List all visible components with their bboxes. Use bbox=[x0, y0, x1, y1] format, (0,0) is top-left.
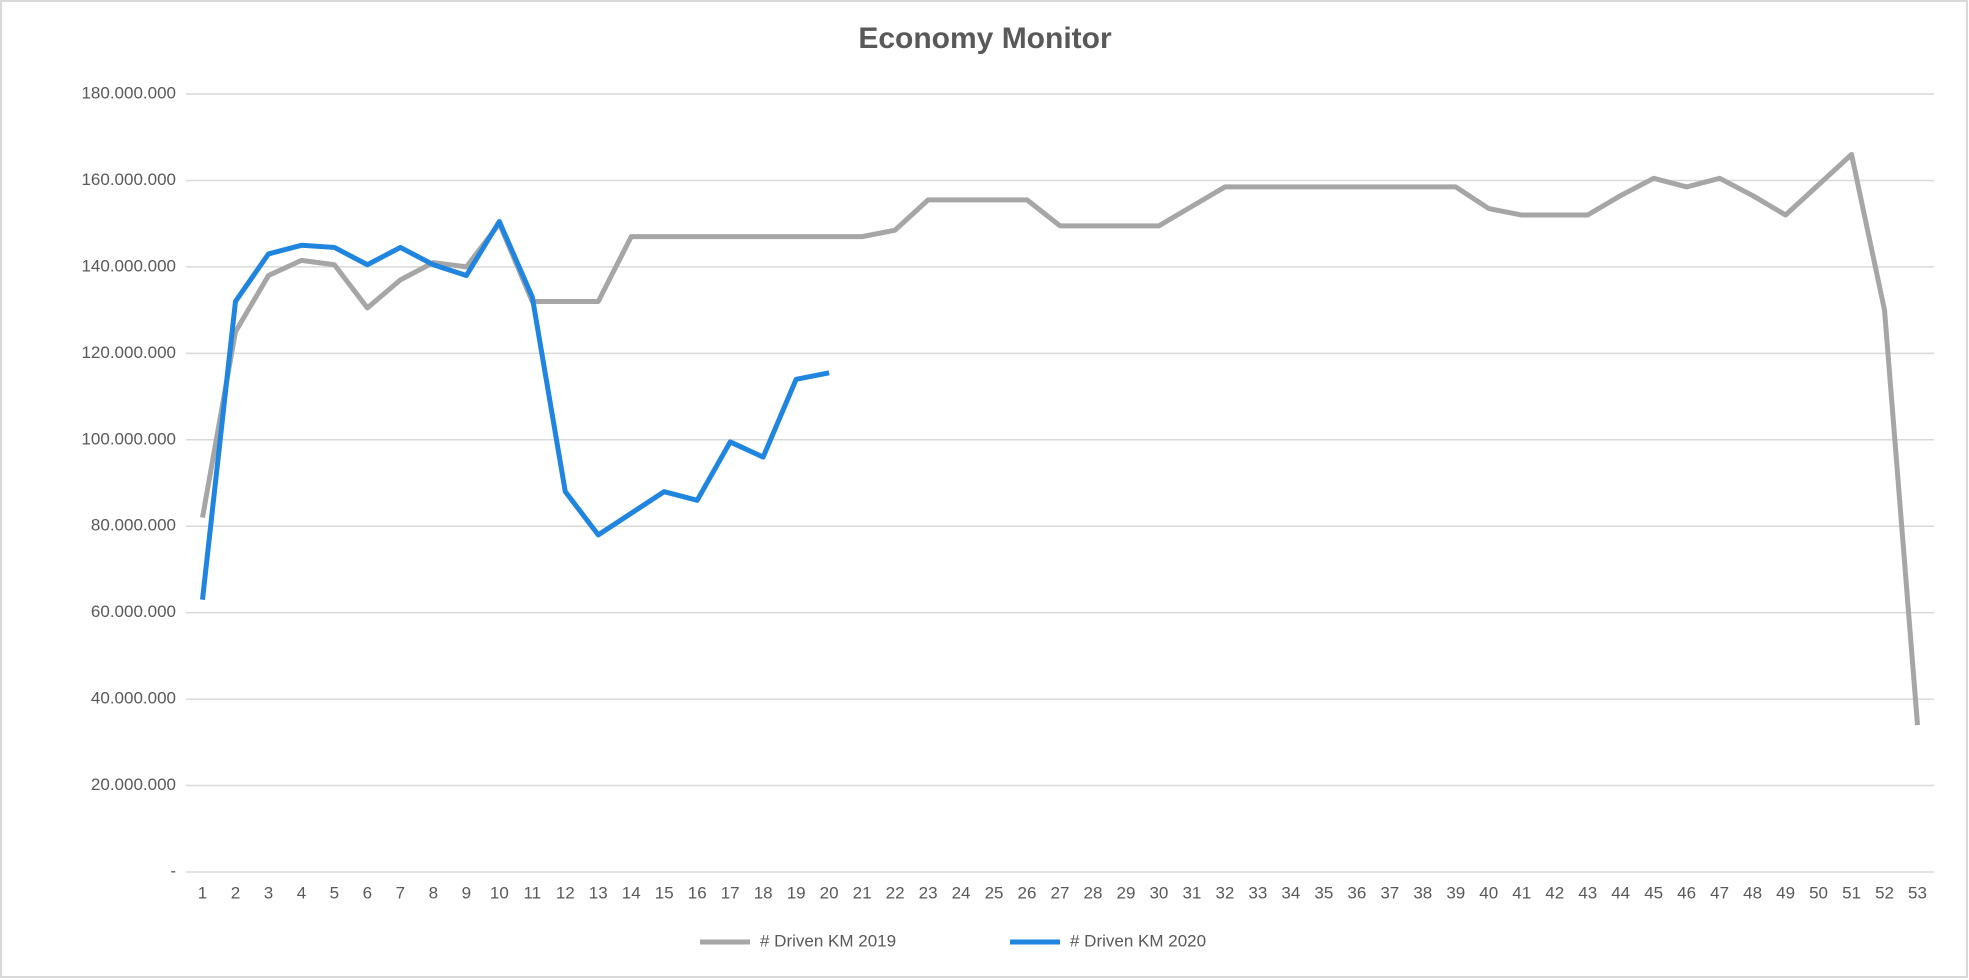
y-tick-label: 40.000.000 bbox=[91, 689, 176, 708]
x-tick-label: 20 bbox=[820, 883, 839, 902]
x-tick-label: 43 bbox=[1578, 883, 1597, 902]
x-tick-label: 32 bbox=[1215, 883, 1234, 902]
x-tick-label: 40 bbox=[1479, 883, 1498, 902]
y-tick-label: 20.000.000 bbox=[91, 775, 176, 794]
x-tick-label: 23 bbox=[919, 883, 938, 902]
x-tick-label: 37 bbox=[1380, 883, 1399, 902]
legend-label: # Driven KM 2019 bbox=[760, 931, 896, 950]
x-tick-label: 28 bbox=[1084, 883, 1103, 902]
x-tick-label: 53 bbox=[1908, 883, 1927, 902]
y-tick-label: 180.000.000 bbox=[81, 83, 176, 102]
y-tick-label: 80.000.000 bbox=[91, 516, 176, 535]
x-tick-label: 13 bbox=[589, 883, 608, 902]
x-tick-label: 42 bbox=[1545, 883, 1564, 902]
chart-title: Economy Monitor bbox=[858, 22, 1112, 55]
x-tick-label: 44 bbox=[1611, 883, 1630, 902]
x-tick-label: 36 bbox=[1347, 883, 1366, 902]
x-tick-label: 26 bbox=[1018, 883, 1037, 902]
x-tick-label: 50 bbox=[1809, 883, 1828, 902]
x-tick-label: 12 bbox=[556, 883, 575, 902]
x-tick-label: 3 bbox=[264, 883, 273, 902]
x-tick-label: 6 bbox=[363, 883, 372, 902]
x-tick-label: 31 bbox=[1182, 883, 1201, 902]
x-tick-label: 22 bbox=[886, 883, 905, 902]
x-tick-label: 8 bbox=[429, 883, 438, 902]
x-tick-label: 29 bbox=[1117, 883, 1136, 902]
x-tick-label: 47 bbox=[1710, 883, 1729, 902]
x-tick-label: 52 bbox=[1875, 883, 1894, 902]
y-tick-label: 60.000.000 bbox=[91, 602, 176, 621]
x-tick-label: 15 bbox=[655, 883, 674, 902]
x-tick-label: 45 bbox=[1644, 883, 1663, 902]
x-tick-label: 25 bbox=[985, 883, 1004, 902]
x-tick-label: 5 bbox=[330, 883, 339, 902]
legend-label: # Driven KM 2020 bbox=[1070, 931, 1206, 950]
x-tick-label: 38 bbox=[1413, 883, 1432, 902]
x-tick-label: 46 bbox=[1677, 883, 1696, 902]
y-tick-label: 160.000.000 bbox=[81, 170, 176, 189]
x-tick-label: 19 bbox=[787, 883, 806, 902]
x-tick-label: 17 bbox=[721, 883, 740, 902]
x-tick-label: 30 bbox=[1149, 883, 1168, 902]
x-tick-label: 14 bbox=[622, 883, 641, 902]
y-tick-label: 120.000.000 bbox=[81, 343, 176, 362]
x-tick-label: 48 bbox=[1743, 883, 1762, 902]
x-tick-label: 11 bbox=[523, 883, 541, 902]
x-tick-label: 21 bbox=[853, 883, 872, 902]
x-tick-label: 41 bbox=[1512, 883, 1531, 902]
x-tick-label: 49 bbox=[1776, 883, 1795, 902]
x-tick-label: 2 bbox=[231, 883, 240, 902]
y-tick-label: 100.000.000 bbox=[81, 429, 176, 448]
series-line bbox=[200, 219, 830, 600]
x-tick-label: 51 bbox=[1842, 883, 1861, 902]
x-tick-label: 33 bbox=[1248, 883, 1267, 902]
x-tick-label: 18 bbox=[754, 883, 773, 902]
x-tick-label: 1 bbox=[198, 883, 207, 902]
x-tick-label: 4 bbox=[297, 883, 306, 902]
x-tick-label: 34 bbox=[1281, 883, 1300, 902]
y-tick-label: - bbox=[170, 861, 176, 880]
x-tick-label: 27 bbox=[1051, 883, 1070, 902]
x-tick-label: 7 bbox=[396, 883, 405, 902]
x-tick-label: 10 bbox=[490, 883, 509, 902]
x-tick-label: 16 bbox=[688, 883, 707, 902]
x-tick-label: 24 bbox=[952, 883, 971, 902]
y-tick-label: 140.000.000 bbox=[81, 256, 176, 275]
x-tick-label: 9 bbox=[462, 883, 471, 902]
x-tick-label: 35 bbox=[1314, 883, 1333, 902]
x-tick-label: 39 bbox=[1446, 883, 1465, 902]
